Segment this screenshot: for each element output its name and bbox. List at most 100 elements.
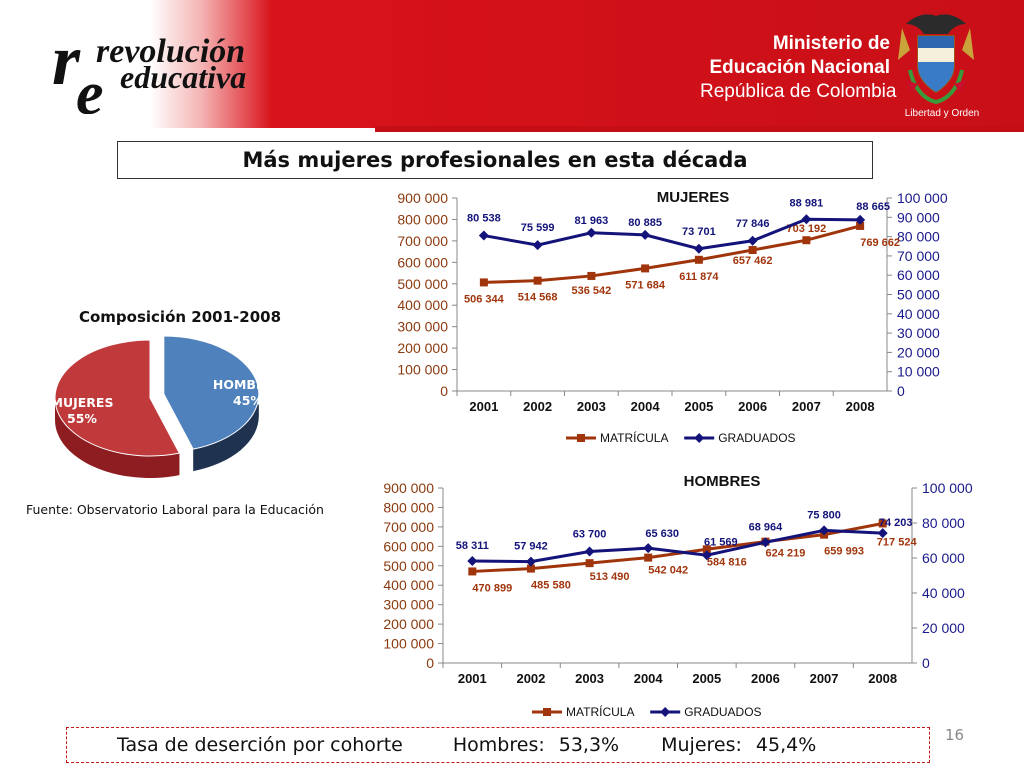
pie-slice-top	[163, 335, 260, 450]
left-tick-label: 100 000	[383, 636, 434, 652]
pie-slice-top	[54, 339, 181, 457]
data-label: 659 993	[824, 546, 864, 558]
dropout-rate-box: Tasa de deserción por cohorte Hombres: 5…	[66, 727, 930, 763]
right-tick-label: 0	[922, 655, 930, 671]
data-point	[532, 240, 543, 251]
x-tick-label: 2004	[634, 671, 664, 686]
hombres-label: Hombres:	[452, 734, 545, 756]
data-point	[694, 255, 703, 264]
left-tick-label: 300 000	[383, 597, 434, 613]
right-tick-label: 40 000	[897, 306, 940, 322]
data-label: 63 700	[573, 529, 607, 541]
data-point	[525, 556, 536, 567]
pie-pct-mujeres: 55%	[67, 411, 97, 426]
series-line-graduados	[483, 217, 861, 251]
revolution-educativa-logo: r e revolución educativa	[52, 22, 246, 114]
right-tick-label: 30 000	[897, 325, 940, 341]
left-tick-label: 900 000	[383, 480, 434, 496]
hombres-value: 53,3%	[558, 734, 620, 756]
dropout-label: Tasa de deserción por cohorte	[117, 734, 403, 756]
left-tick-label: 600 000	[383, 538, 434, 554]
data-label: 611 874	[679, 271, 719, 283]
pie-pct-hombres: 45%	[233, 393, 263, 408]
right-tick-label: 50 000	[897, 287, 940, 303]
data-point	[855, 214, 866, 225]
data-point	[584, 546, 595, 557]
data-point	[587, 271, 596, 280]
mujeres-value: 45,4%	[755, 734, 817, 756]
data-label: 513 490	[590, 571, 630, 583]
data-label: 506 344	[464, 293, 505, 305]
ministry-line-3: República de Colombia	[700, 81, 897, 102]
data-label: 65 630	[645, 528, 679, 540]
data-point	[747, 235, 758, 246]
data-label: 81 963	[575, 215, 609, 227]
x-tick-label: 2004	[631, 399, 661, 414]
x-tick-label: 2007	[810, 671, 839, 686]
data-label: 58 311	[456, 540, 489, 552]
logo-line-2: educativa	[120, 59, 246, 95]
data-point	[760, 537, 771, 548]
slide-header: r e revolución educativa Ministerio de E…	[0, 0, 1024, 132]
data-label: 68 964	[749, 521, 784, 533]
data-point	[533, 276, 542, 285]
data-label: 514 568	[518, 292, 558, 304]
data-point	[644, 553, 653, 562]
ministry-name: Ministerio de Educación Nacional Repúbli…	[700, 32, 897, 104]
x-tick-label: 2007	[792, 399, 821, 414]
data-point	[702, 545, 711, 554]
colombia-coat-of-arms-icon	[898, 14, 974, 105]
data-point	[693, 243, 704, 254]
x-tick-label: 2006	[738, 399, 767, 414]
slide-title: Más mujeres profesionales en esta década	[117, 141, 873, 179]
left-tick-label: 400 000	[397, 297, 448, 313]
data-point	[467, 555, 478, 566]
data-label: 703 192	[786, 223, 826, 235]
data-label: 542 042	[648, 565, 688, 577]
right-tick-label: 80 000	[922, 515, 965, 531]
data-point	[586, 227, 597, 238]
data-label: 571 684	[625, 279, 666, 291]
chart-title: MUJERES	[657, 189, 730, 206]
header-red-line	[375, 126, 1024, 132]
chart-title: HOMBRES	[684, 473, 761, 490]
right-tick-label: 20 000	[922, 620, 965, 636]
right-tick-label: 90 000	[897, 209, 940, 225]
right-tick-label: 80 000	[897, 229, 940, 245]
x-tick-label: 2001	[458, 671, 487, 686]
right-tick-label: 10 000	[897, 364, 940, 380]
data-label: 75 599	[521, 222, 555, 234]
legend-label: MATRÍCULA	[566, 704, 634, 719]
pie-slice-hombres	[163, 335, 260, 472]
pie-slice-side	[193, 394, 259, 472]
left-tick-label: 300 000	[397, 319, 448, 335]
x-tick-label: 2003	[575, 671, 604, 686]
data-label: 624 219	[766, 548, 806, 560]
header-red-banner	[150, 0, 1024, 128]
x-tick-label: 2002	[516, 671, 545, 686]
data-point	[479, 278, 488, 287]
data-label: 74 203	[879, 517, 913, 529]
data-point	[878, 519, 887, 528]
legend-label: GRADUADOS	[684, 705, 761, 719]
data-point	[468, 567, 477, 576]
legend-marker	[543, 708, 551, 716]
ministry-line-1: Ministerio de	[772, 33, 890, 54]
data-label: 657 462	[733, 255, 773, 267]
motto-text: Libertad y Orden	[904, 108, 980, 119]
left-tick-label: 500 000	[383, 558, 434, 574]
data-label: 769 662	[860, 237, 900, 249]
legend-marker	[694, 433, 705, 443]
logo-line-1: revolución	[96, 33, 245, 70]
data-point	[641, 264, 650, 273]
data-label: 584 816	[707, 556, 747, 568]
legend-marker	[660, 707, 671, 717]
data-label: 717 524	[877, 536, 918, 548]
slide-title-text: Más mujeres profesionales en esta década	[242, 148, 748, 172]
svg-text:e: e	[76, 60, 104, 114]
mujeres-label: Mujeres:	[661, 734, 742, 756]
left-tick-label: 800 000	[397, 211, 448, 227]
left-tick-label: 900 000	[397, 190, 448, 206]
series-line-graduados	[472, 528, 883, 564]
x-tick-label: 2008	[846, 399, 875, 414]
